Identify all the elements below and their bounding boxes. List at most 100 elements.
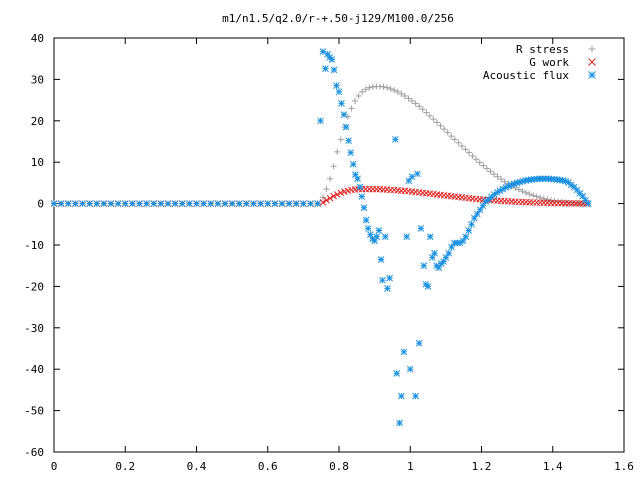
data-point [437, 122, 444, 129]
data-point [483, 165, 490, 172]
data-point [405, 95, 412, 102]
data-point [338, 100, 345, 107]
data-point [480, 162, 487, 169]
data-point [431, 249, 438, 257]
legend-marker [588, 45, 596, 53]
data-point [362, 86, 369, 93]
data-point [412, 100, 419, 107]
x-tick-label: 1.4 [543, 460, 563, 473]
data-point [193, 200, 200, 207]
data-point [476, 159, 483, 166]
data-point [356, 183, 364, 191]
y-tick-label: 0 [37, 198, 44, 211]
data-point [93, 200, 101, 207]
data-point [323, 186, 330, 193]
data-point [285, 200, 293, 207]
data-point [519, 188, 526, 195]
data-point [512, 184, 519, 191]
data-point [79, 200, 86, 207]
x-tick-label: 0.4 [187, 460, 207, 473]
data-point [107, 200, 115, 207]
data-point [317, 117, 324, 125]
data-point [129, 200, 136, 207]
data-point [448, 133, 455, 140]
data-point [494, 173, 501, 180]
data-point [278, 200, 286, 207]
data-point [544, 196, 551, 203]
data-marks [50, 48, 592, 427]
data-point [400, 348, 408, 356]
data-point [178, 200, 186, 207]
data-point [458, 143, 465, 150]
data-point [526, 191, 533, 198]
data-point [386, 274, 393, 282]
data-point [300, 200, 307, 207]
data-point [426, 233, 434, 241]
data-point [416, 103, 423, 110]
y-tick-label: 40 [31, 32, 44, 45]
data-point [479, 202, 487, 210]
data-point [462, 146, 469, 153]
data-point [419, 106, 426, 113]
data-point [271, 200, 279, 207]
data-point [64, 200, 72, 207]
data-point [171, 200, 179, 207]
data-point [401, 92, 408, 99]
data-point [471, 214, 478, 222]
data-point [362, 216, 370, 224]
data-point [337, 189, 345, 197]
data-point [391, 136, 399, 143]
legend-label: G work [529, 56, 569, 69]
data-point [322, 65, 329, 72]
data-point [406, 365, 414, 373]
legend-marker [588, 58, 596, 66]
data-point [340, 111, 348, 118]
data-point [396, 419, 403, 427]
data-point [319, 194, 326, 201]
x-tick-label: 1 [407, 460, 414, 473]
data-point [358, 193, 366, 200]
data-point [330, 163, 337, 170]
y-tick-label: 20 [31, 115, 44, 128]
data-point [200, 200, 207, 207]
data-point [100, 200, 108, 207]
legend-label: R stress [516, 43, 569, 56]
data-point [327, 175, 334, 182]
data-point [337, 136, 344, 143]
data-point [364, 225, 372, 232]
data-point [487, 168, 494, 175]
data-point [466, 149, 473, 156]
data-point [585, 200, 592, 207]
data-point [426, 112, 433, 119]
data-point [324, 50, 331, 58]
data-point [537, 194, 544, 201]
data-point [387, 85, 394, 92]
legend-marker [588, 71, 596, 79]
chart-title: m1/n1.5/q2.0/r-+.50-j129/M100.0/256 [222, 12, 454, 25]
data-point [515, 186, 522, 193]
data-point [420, 262, 428, 270]
data-point [333, 191, 341, 198]
data-point [412, 392, 419, 400]
data-point [186, 200, 193, 207]
data-point [423, 109, 430, 116]
data-point [533, 193, 540, 200]
data-point [214, 200, 222, 207]
y-tick-label: 30 [31, 73, 44, 86]
data-point [150, 200, 158, 207]
data-point [354, 175, 361, 183]
data-point [424, 283, 432, 290]
data-point [490, 171, 497, 178]
data-point [473, 210, 481, 218]
y-tick-label: -50 [24, 405, 44, 418]
x-tick-label: 0.8 [329, 460, 349, 473]
data-point [292, 200, 300, 207]
data-point [403, 233, 411, 241]
data-point [86, 200, 93, 207]
data-point [448, 243, 455, 251]
data-point [264, 200, 272, 207]
data-point [335, 88, 343, 96]
data-point [50, 200, 58, 207]
data-point [375, 227, 383, 234]
